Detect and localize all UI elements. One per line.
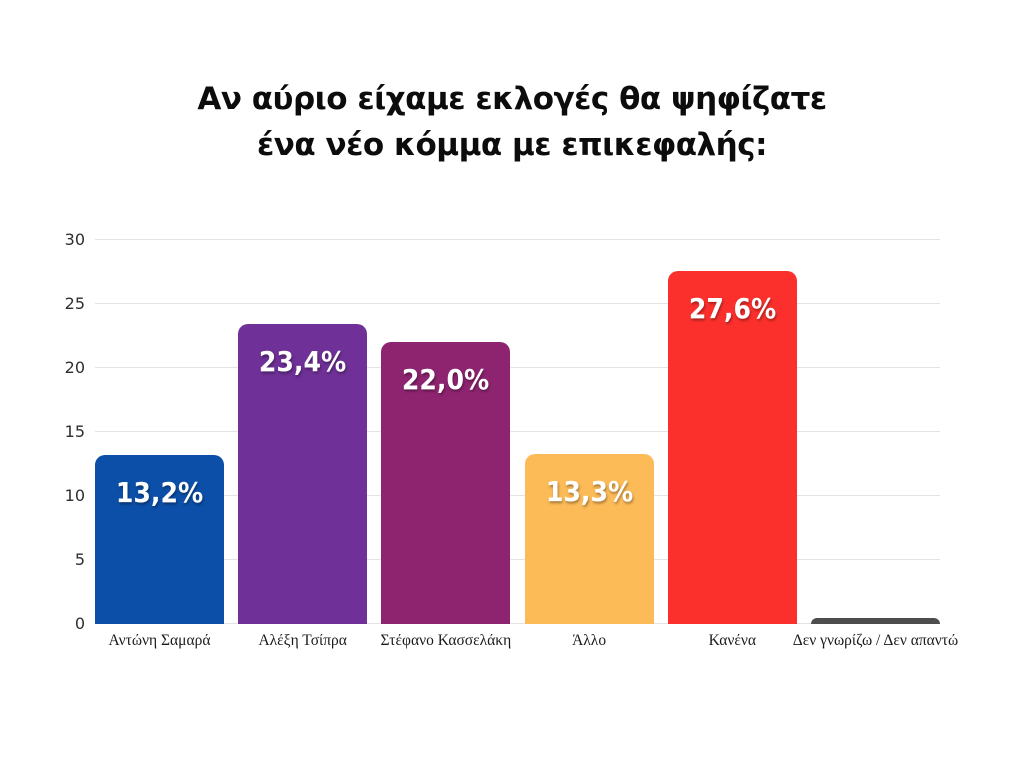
y-axis-tick-label: 0 — [74, 614, 85, 633]
bar-2: 23,4% — [238, 324, 368, 624]
y-axis-tick-label: 5 — [74, 550, 85, 569]
y-axis-tick-label: 25 — [64, 294, 85, 313]
bar-value-label: 27,6% — [688, 291, 777, 325]
bar-3: 22,0% — [381, 342, 511, 624]
bar-5: 27,6% — [667, 270, 797, 624]
y-axis: 0 5 10 15 20 25 30 — [30, 230, 85, 633]
bar-value-label: 13,2% — [115, 476, 204, 510]
y-axis-tick-label: 20 — [64, 358, 85, 377]
gridline-y-0 — [95, 623, 940, 624]
gridline-y-25 — [95, 303, 940, 304]
x-axis-category-label: Άλλο — [572, 632, 607, 649]
x-axis: Αντώνη Σαμαρά Αλέξη Τσίπρα Στέφανο Κασσελά… — [95, 631, 959, 655]
plot-area: 13,2% 23,4% 22,0% 13,3% 27,6% — [95, 239, 940, 624]
bar-value-label: 22,0% — [402, 363, 490, 397]
chart-title: Αν αύριο είχαμε εκλογές θα ψηφίζατε ένα … — [0, 76, 1024, 168]
x-axis-category-label: Αλέξη Τσίπρα — [258, 632, 347, 649]
bar-value-label: 23,4% — [258, 345, 347, 379]
x-axis-category-label: Κανένα — [708, 632, 756, 649]
chart-title-line1: Αν αύριο είχαμε εκλογές θα ψηφίζατε — [197, 81, 827, 117]
bar-value-label: 13,3% — [545, 474, 633, 508]
bar-4: 13,3% — [524, 453, 654, 624]
y-axis-tick-label: 15 — [64, 422, 85, 441]
gridline-y-20 — [95, 367, 940, 368]
gridline-y-10 — [95, 495, 940, 496]
bar-1: 13,2% — [95, 455, 224, 624]
y-axis-tick-label: 10 — [64, 486, 85, 505]
x-axis-category-label: Αντώνη Σαμαρά — [108, 632, 211, 649]
gridline-y-30 — [95, 239, 940, 240]
chart-title-line2: ένα νέο κόμμα με επικεφαλής: — [257, 127, 767, 163]
x-axis-category-label: Στέφανο Κασσελάκη — [380, 632, 512, 649]
bar-6 — [811, 617, 940, 624]
gridline-y-5 — [95, 559, 940, 560]
x-axis-category-label: Δεν γνωρίζω / Δεν απαντώ — [792, 632, 959, 649]
y-axis-tick-label: 30 — [64, 230, 85, 249]
gridline-y-15 — [95, 431, 940, 432]
